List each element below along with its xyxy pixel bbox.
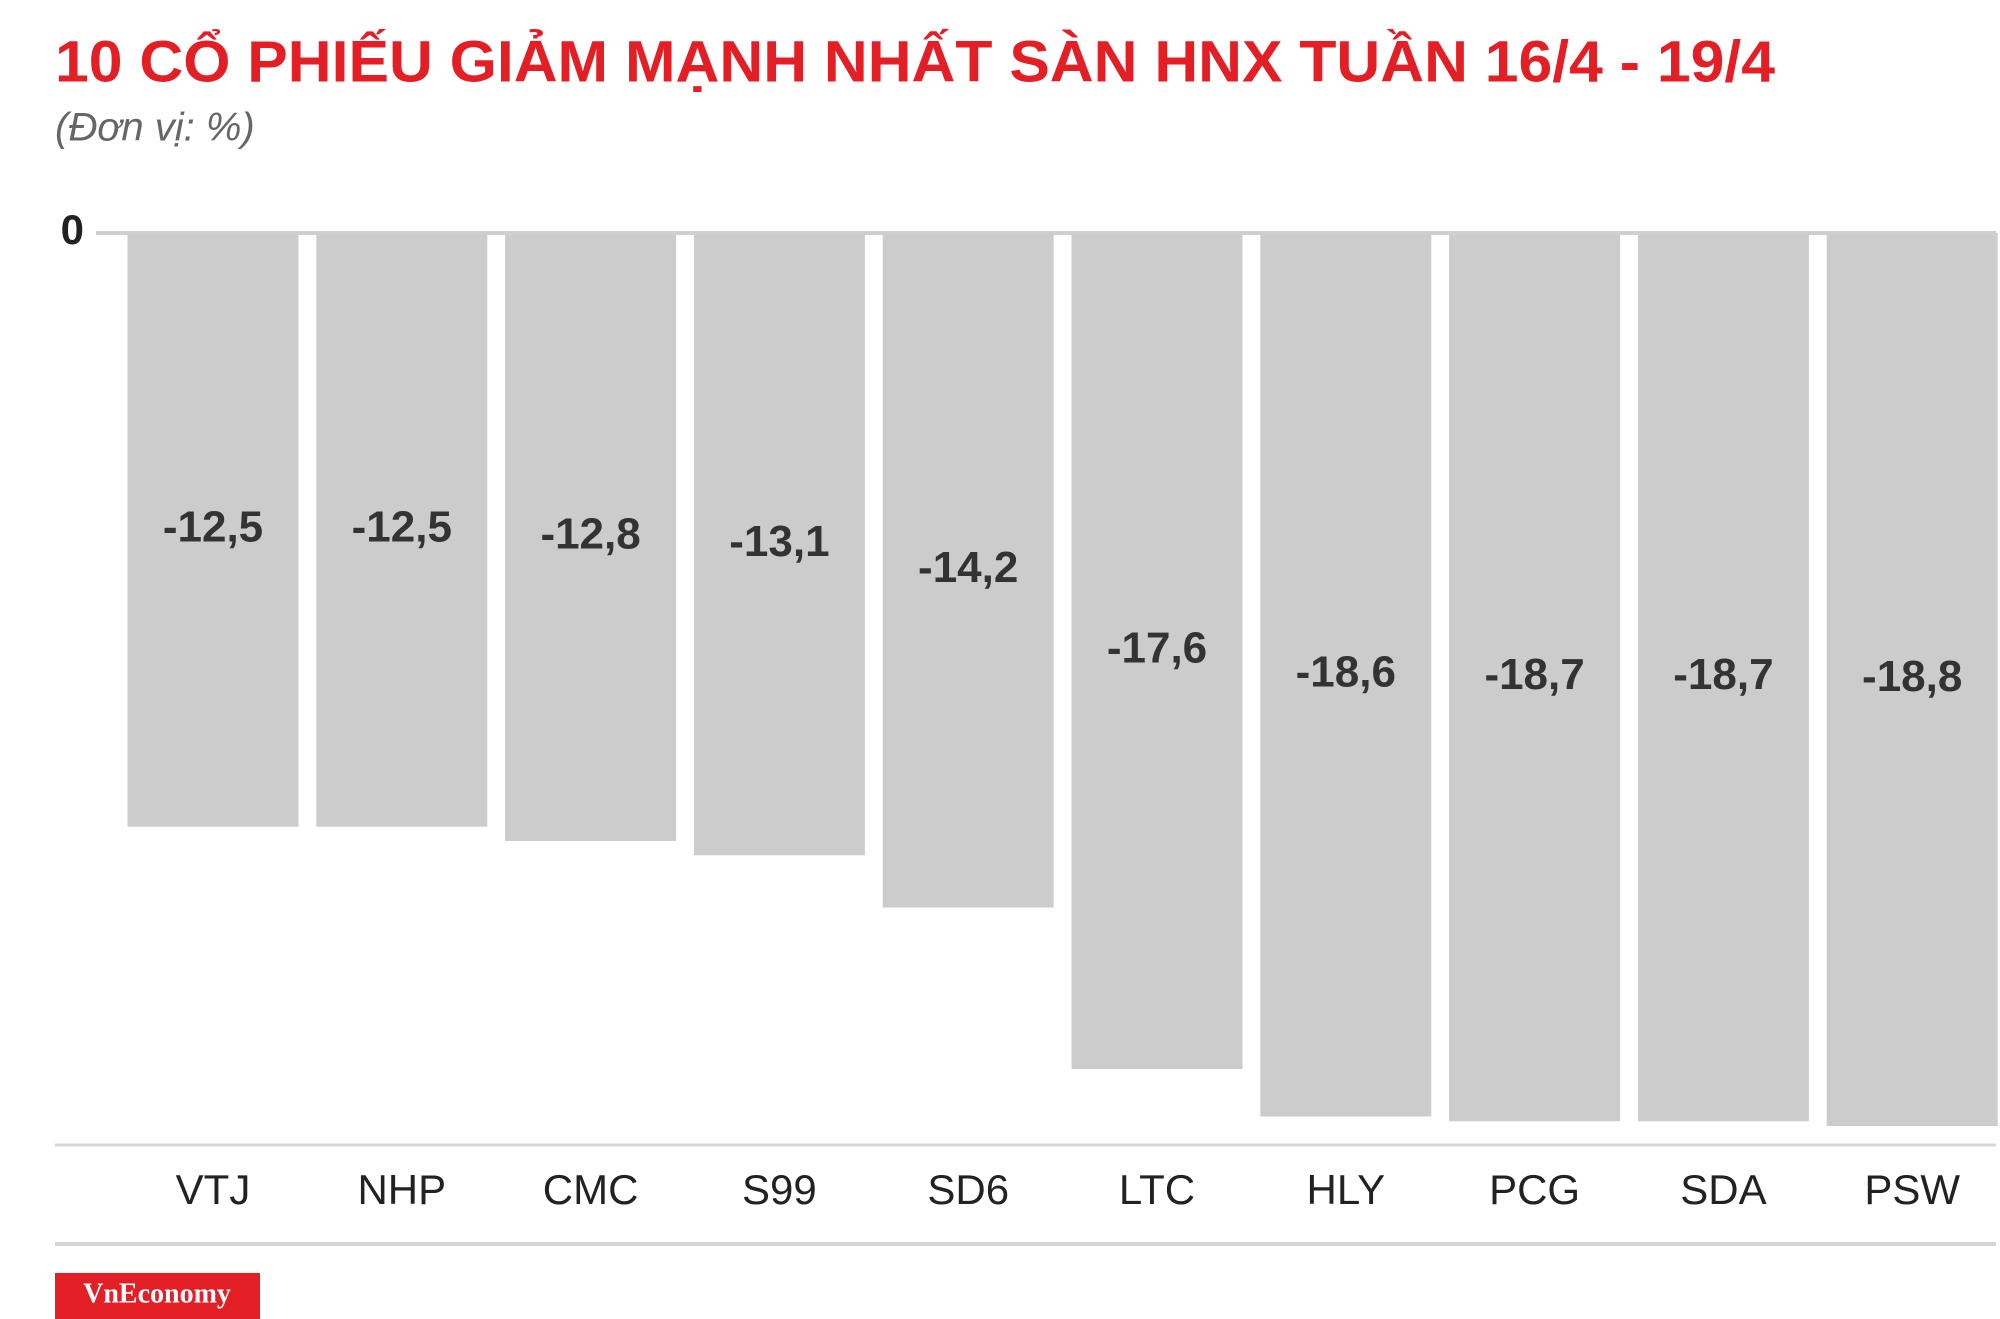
bar: [1071, 233, 1243, 1069]
value-label: -18,7: [1484, 650, 1584, 699]
value-label: -12,5: [352, 503, 452, 552]
bar: [1449, 233, 1621, 1122]
value-label: -18,7: [1673, 650, 1773, 699]
logo-text: VnEconomy: [83, 1278, 231, 1309]
x-tick-label: SD6: [927, 1166, 1009, 1213]
x-tick-label: S99: [742, 1166, 817, 1213]
x-tick-label: CMC: [543, 1166, 639, 1213]
x-tick-label: SDA: [1680, 1166, 1766, 1213]
x-tick-label: LTC: [1119, 1166, 1195, 1213]
x-tick-label: PSW: [1864, 1166, 1960, 1213]
value-label: -12,8: [540, 510, 640, 559]
bar: [1260, 233, 1432, 1117]
x-tick-label: VTJ: [176, 1166, 251, 1213]
bar: [693, 233, 865, 856]
value-label: -13,1: [729, 517, 829, 566]
x-tick-label: PCG: [1489, 1166, 1580, 1213]
value-label: -12,5: [163, 503, 263, 552]
bar: [882, 233, 1054, 908]
x-tick-label: NHP: [357, 1166, 446, 1213]
value-label: -18,6: [1296, 647, 1396, 696]
value-label: -17,6: [1107, 624, 1207, 673]
x-tick-label: HLY: [1307, 1166, 1386, 1213]
bar: [316, 233, 488, 827]
bar: [505, 233, 677, 841]
logo-box: [55, 1273, 260, 1319]
chart-subtitle: (Đơn vị: %): [55, 106, 255, 150]
bar: [127, 233, 299, 827]
bar: [1637, 233, 1809, 1122]
bar: [1826, 233, 1998, 1126]
y-tick-label: 0: [61, 206, 84, 253]
chart-title: 10 CỔ PHIẾU GIẢM MẠNH NHẤT SÀN HNX TUẦN …: [55, 29, 1775, 94]
value-label: -18,8: [1862, 652, 1962, 701]
value-label: -14,2: [918, 543, 1018, 592]
